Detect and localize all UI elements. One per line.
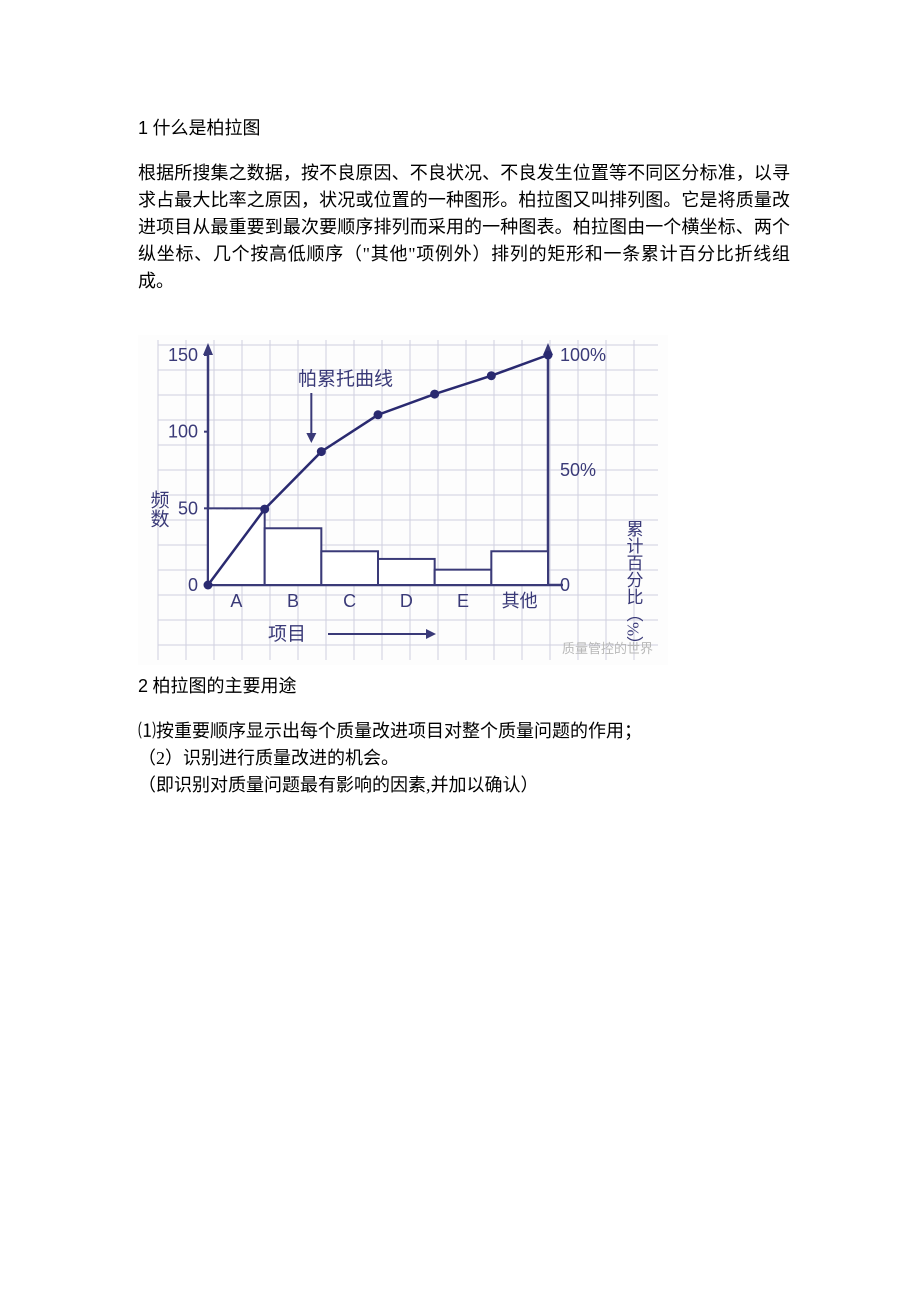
pareto-chart: 0 50 100 150 0 50% 100% A B C D E 其他 帕累托曲线频数累计百分比（%） 项…	[138, 335, 790, 673]
svg-text:其他: 其他	[502, 591, 538, 611]
svg-text:累计百分比（%）: 累计百分比（%）	[624, 520, 644, 653]
svg-text:D: D	[400, 591, 413, 611]
section-1-number: 1	[138, 118, 148, 138]
section-1-title: 什么是柏拉图	[153, 118, 261, 138]
svg-text:0: 0	[560, 575, 570, 595]
section-1-paragraph: 根据所搜集之数据，按不良原因、不良状况、不良发生位置等不同区分标准，以寻求占最大…	[138, 160, 790, 295]
svg-text:C: C	[343, 591, 356, 611]
section-2-heading: 2 柏拉图的主要用途	[138, 673, 790, 700]
section-1-heading: 1 什么是柏拉图	[138, 115, 790, 142]
section-2-item-3: （即识别对质量问题最有影响的因素,并加以确认）	[138, 772, 790, 799]
section-2-number: 2	[138, 676, 148, 696]
svg-text:帕累托曲线: 帕累托曲线	[298, 368, 393, 390]
svg-text:50%: 50%	[560, 460, 596, 480]
svg-text:项目: 项目	[268, 624, 306, 645]
pareto-chart-svg: 0 50 100 150 0 50% 100% A B C D E 其他 帕累托曲线频数累计百分比（%） 项…	[138, 335, 668, 665]
svg-text:频数: 频数	[148, 490, 170, 528]
section-2-title: 柏拉图的主要用途	[153, 676, 297, 696]
svg-text:100%: 100%	[560, 345, 606, 365]
section-2-item-1: ⑴按重要顺序显示出每个质量改进项目对整个质量问题的作用；	[138, 718, 790, 745]
svg-text:150: 150	[168, 345, 198, 365]
svg-text:50: 50	[178, 498, 198, 518]
svg-text:0: 0	[188, 575, 198, 595]
svg-text:A: A	[230, 591, 242, 611]
section-2-item-2: （2）识别进行质量改进的机会。	[138, 745, 790, 772]
svg-text:E: E	[457, 591, 469, 611]
svg-text:B: B	[287, 591, 299, 611]
svg-text:质量管控的世界: 质量管控的世界	[562, 641, 653, 656]
svg-text:100: 100	[168, 422, 198, 442]
